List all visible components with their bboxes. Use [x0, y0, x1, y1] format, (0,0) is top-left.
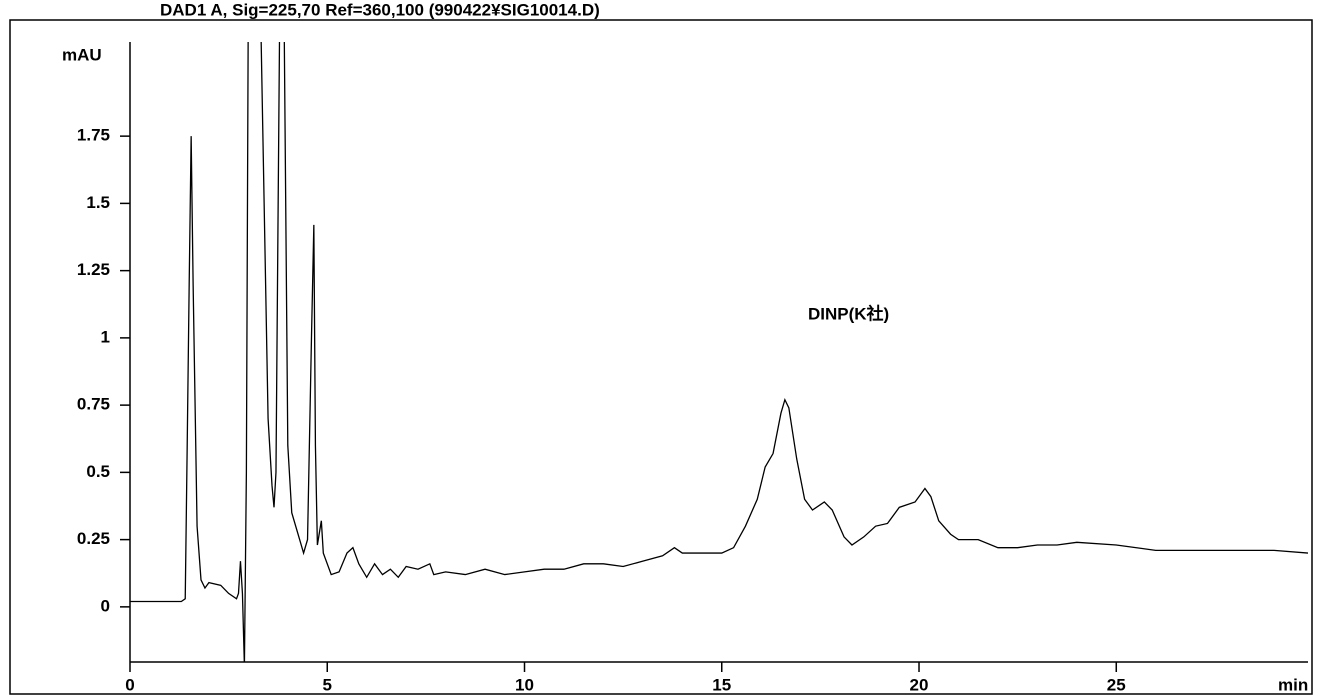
y-tick-label: 0.5 — [86, 462, 110, 481]
y-tick-label: 1 — [101, 327, 110, 346]
annotation: DINP(K社) — [808, 303, 889, 323]
y-tick-label: 0.25 — [77, 529, 110, 548]
x-tick-label: 0 — [125, 675, 134, 694]
y-axis-label: mAU — [62, 45, 102, 64]
x-tick-label: 25 — [1107, 675, 1126, 694]
y-tick-label: 1.75 — [77, 126, 110, 145]
chart-title: DAD1 A, Sig=225,70 Ref=360,100 (990422¥S… — [160, 0, 600, 19]
y-tick-label: 0.75 — [77, 395, 110, 414]
trace — [130, 42, 1308, 662]
x-tick-label: 15 — [712, 675, 731, 694]
frame — [9, 19, 1313, 695]
x-axis-label: min — [1278, 675, 1308, 694]
x-tick-label: 10 — [515, 675, 534, 694]
x-tick-label: 20 — [910, 675, 929, 694]
y-tick-label: 1.25 — [77, 260, 110, 279]
y-tick-label: 0 — [101, 596, 110, 615]
y-tick-label: 1.5 — [86, 193, 110, 212]
x-tick-label: 5 — [323, 675, 332, 694]
